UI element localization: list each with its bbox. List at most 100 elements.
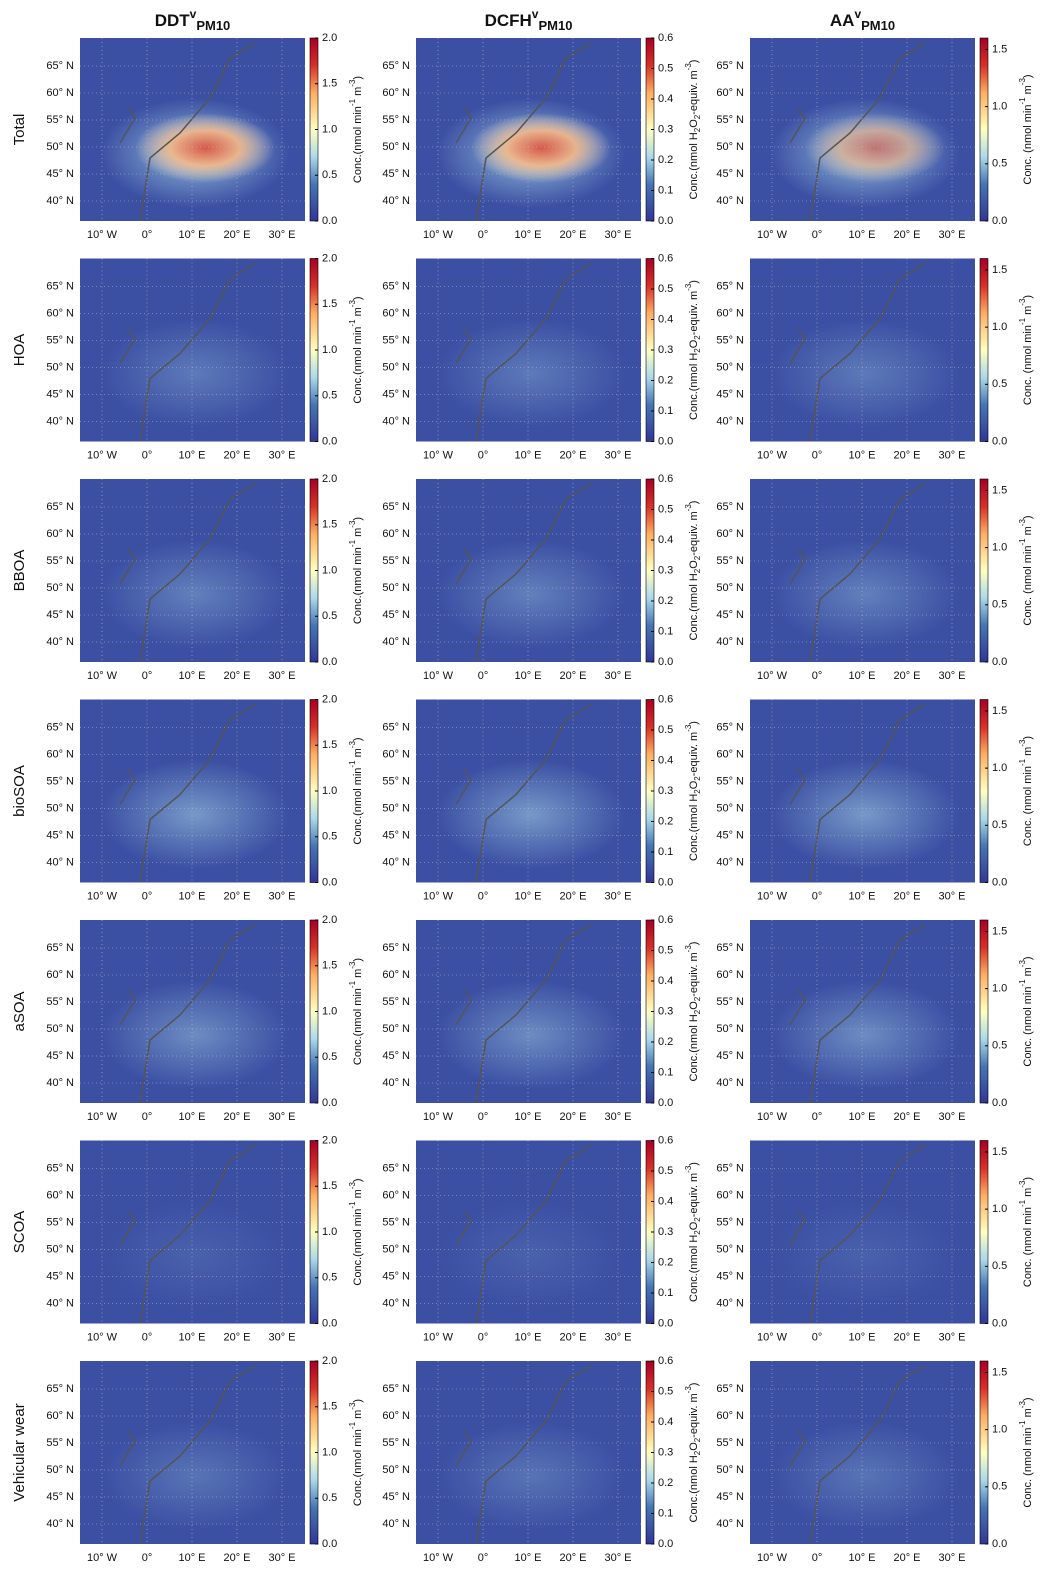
colorbar-tick-label: 0.6 [658,1355,673,1367]
lat-label: 65° N [382,1383,410,1395]
lon-label: 20° E [223,890,250,902]
lat-label: 45° N [46,168,74,180]
lon-label: 30° E [938,670,965,682]
colorbar-tick-label: 0.3 [658,344,673,356]
colorbar-label-part: m [352,748,364,760]
lat-label: 55° N [716,1216,744,1228]
lon-label: 0° [142,1552,153,1564]
lon-label: 0° [812,1331,823,1343]
lat-label: 65° N [716,501,744,513]
colorbar-label-part: -equiv. m [688,1393,700,1437]
colorbar-tick-label: 1.0 [992,983,1007,995]
colorbar-label: Conc.(nmol min-1 m-3) [348,76,364,183]
lon-label: 0° [142,1111,153,1123]
lat-label: 50° N [382,582,410,594]
colorbar-label: Conc.(nmol min-1 m-3) [348,958,364,1065]
lon-label: 0° [142,1331,153,1343]
lat-label: 60° N [716,1410,744,1422]
colorbar-tick-label: 1.5 [992,1146,1007,1158]
colorbar-label-part: Conc.(nmol H [688,573,700,640]
colorbar-label-part: -3 [348,961,357,969]
colorbar-label-part: Conc. (nmol min [1022,766,1034,846]
colorbar-tick-label: 2.0 [322,473,337,485]
colorbar-label: Conc.(nmol min-1 m-3) [348,737,364,844]
lon-label: 10° W [423,1552,454,1564]
colorbar-label: Conc.(nmol min-1 m-3) [348,1178,364,1285]
lon-label: 0° [142,670,153,682]
colorbar [979,1360,989,1545]
colorbar-tick-label: 0.4 [658,975,673,987]
colorbar-tick-label: 0.0 [658,656,673,668]
map-hotspot [471,113,611,183]
lat-label: 55° N [382,775,410,787]
colorbar-label-part: ) [352,737,364,741]
lat-label: 45° N [382,1270,410,1282]
colorbar-label: Conc.(nmol min-1 m-3) [348,1399,364,1506]
coastline [119,924,256,1104]
lat-label: 40° N [46,1297,74,1309]
colorbar-label-part: 2 [693,1230,702,1235]
colorbar-label: Conc. (nmol min-1 m-3) [1018,515,1034,625]
colorbar-tick-label: 1.5 [322,298,337,310]
lat-label: 40° N [46,856,74,868]
lon-label: 20° E [559,1331,586,1343]
coastline [455,1365,592,1545]
lon-label: 20° E [223,229,250,241]
lon-label: 0° [478,229,489,241]
colorbar-label-part: -3 [684,504,693,512]
colorbar-label-part: ) [352,1178,364,1182]
colorbar-tick-label: 0.0 [322,435,337,447]
colorbar-label-part: ) [688,60,700,64]
title-main: DCFH [485,11,532,30]
colorbar-label-part: ) [352,76,364,80]
lat-label: 45° N [382,609,410,621]
lon-label: 30° E [268,670,295,682]
lat-label: 50° N [382,1464,410,1476]
coastline [119,1144,256,1324]
colorbar-label-part: ) [352,296,364,300]
colorbar-label: Conc.(nmol H2O2-equiv. m-3) [684,942,702,1082]
lat-label: 65° N [716,280,744,292]
colorbar-tick-label: 1.0 [992,762,1007,774]
lon-label: 30° E [268,1111,295,1123]
map-glow [436,539,626,649]
lon-label: 20° E [893,890,920,902]
lon-label: 10° W [423,1331,454,1343]
colorbar-tick-label: 0.5 [322,1051,337,1063]
lon-label: 10° E [848,670,875,682]
lat-label: 55° N [46,996,74,1008]
colorbar-tick-label: 0.2 [658,154,673,166]
colorbar-label-part: m [1022,306,1034,318]
lat-label: 40° N [382,1518,410,1530]
lat-label: 65° N [46,280,74,292]
colorbar-label-part: m [1022,526,1034,538]
colorbar-tick-label: 0.0 [322,1317,337,1329]
lat-label: 50° N [382,361,410,373]
lon-label: 10° E [848,1111,875,1123]
colorbar-tick-label: 0.5 [322,169,337,181]
lat-label: 40° N [716,195,744,207]
colorbar-tick-label: 0.3 [658,123,673,135]
colorbar-tick-label: 0.6 [658,473,673,485]
colorbar-label-part: ) [688,721,700,725]
colorbar-label-part: -3 [348,1402,357,1410]
colorbar-label-part: -1 [348,980,357,988]
lat-label: 45° N [382,168,410,180]
lon-label: 0° [478,449,489,461]
colorbar-tick-label: 1.0 [992,321,1007,333]
colorbar-tick-label: 0.6 [658,693,673,705]
row-label: SCOA [11,1211,28,1254]
colorbar-label-part: -3 [348,300,357,308]
lon-label: 10° W [757,1552,788,1564]
lat-label: 50° N [46,802,74,814]
row-label: Vehicular wear [11,1403,28,1501]
lon-label: 10° E [514,1552,541,1564]
lon-label: 10° E [848,890,875,902]
colorbar-tick-label: 1.5 [322,739,337,751]
colorbar-tick-label: 0.5 [992,819,1007,831]
colorbar-label: Conc. (nmol min-1 m-3) [1018,74,1034,184]
map-glow [436,980,626,1090]
map-glow [436,1200,626,1311]
colorbar-label-part: 2 [693,996,702,1001]
lat-label: 60° N [716,87,744,99]
